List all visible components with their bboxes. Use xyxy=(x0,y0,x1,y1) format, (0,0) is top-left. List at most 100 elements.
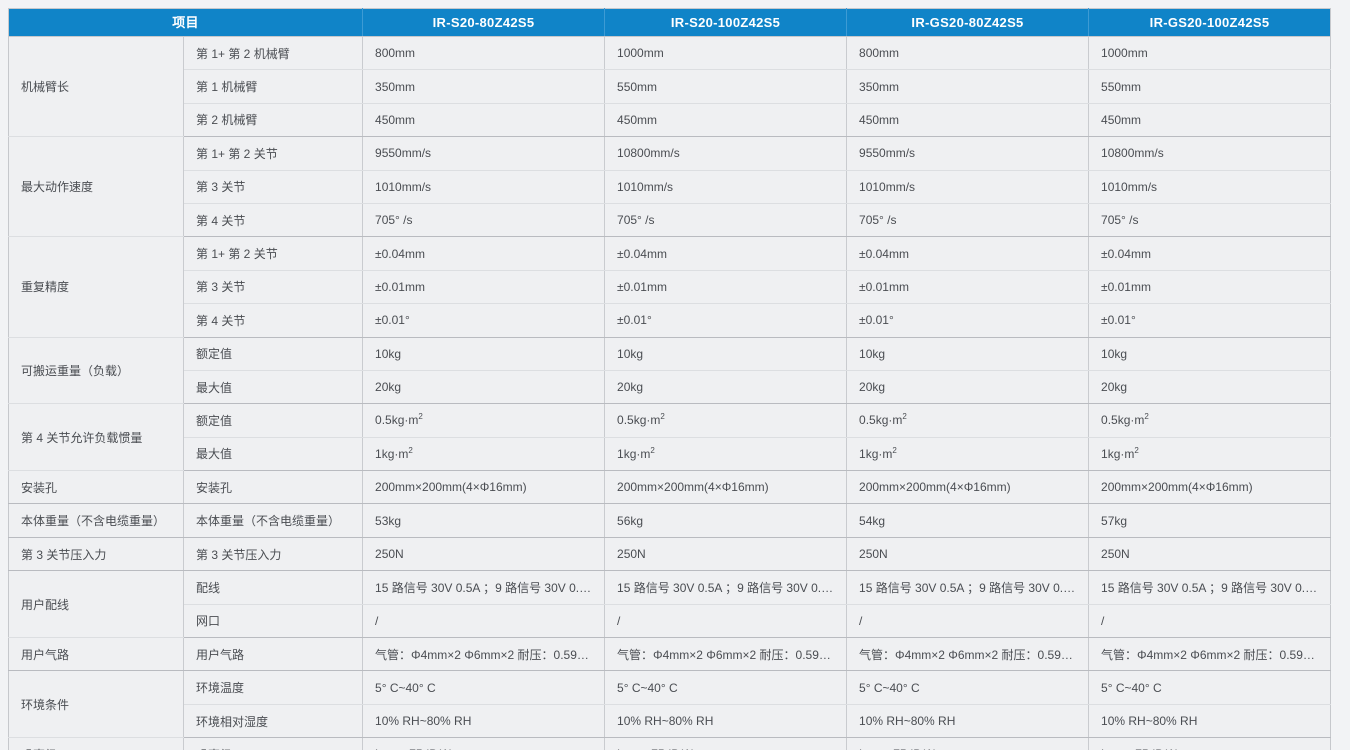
value-cell: 5° C~40° C xyxy=(846,670,1090,705)
table-row: 第 4 关节允许负载惯量 额定值 0.5kg·m2 0.5kg·m2 0.5kg·m2 0… xyxy=(8,403,1331,472)
value-cell: 250N xyxy=(846,537,1090,572)
value-cell: 1010mm/s xyxy=(604,170,848,204)
value-cell: 1kg·m2 xyxy=(604,437,848,472)
value-cell: ±0.04mm xyxy=(604,236,848,271)
table-row: 第 4 关节 705° /s 705° /s 705° /s 705° /s xyxy=(9,203,1331,238)
item-label-cell: 第 1+ 第 2 关节 xyxy=(183,236,364,271)
value-cell: 56kg xyxy=(604,503,848,538)
value-cell: 550mm xyxy=(604,69,848,104)
table-row: 重复精度第 1+ 第 2 关节 ±0.04mm ±0.04mm ±0.04mm ±0.0… xyxy=(8,236,1331,338)
value-cell: 20kg xyxy=(362,370,606,405)
value-cell: 10800mm/s xyxy=(604,136,848,171)
value-cell: 705° /s xyxy=(846,203,1090,238)
table-row: 第 3 关节 ±0.01mm ±0.01mm ±0.01mm ±0.01mm xyxy=(9,270,1331,305)
value-cell: 0.5kg·m2 xyxy=(1088,403,1331,438)
group-label-cell: 环境条件 xyxy=(8,670,184,739)
item-label-cell: 额定值 xyxy=(183,337,364,371)
item-label-cell: 环境相对湿度 xyxy=(183,704,364,739)
item-label-cell: 第 4 关节 xyxy=(183,303,364,338)
group-label-cell: 本体重量（不含电缆重量） xyxy=(8,503,184,538)
value-cell: 10kg xyxy=(604,337,848,371)
table-row: 可搬运重量（负载） 额定值 10kg 10kg 10kg 10kg xyxy=(8,337,1331,405)
group-label-cell: 最大动作速度 xyxy=(8,136,184,238)
item-label-cell: 用户气路 xyxy=(183,637,364,672)
header-cell-model-2: IR-S20-100Z42S5 xyxy=(604,8,848,37)
table-row: 环境条件 环境温度 5° C~40° C 5° C~40° C 5° C~40° C 5°… xyxy=(8,670,1331,739)
value-cell: 54kg xyxy=(846,503,1090,538)
header-cell-model-3: IR-GS20-80Z42S5 xyxy=(846,8,1090,37)
value-cell: 1kg·m2 xyxy=(846,437,1090,472)
table-header: 项目 IR-S20-80Z42S5 IR-S20-100Z42S5 IR-GS2… xyxy=(8,8,1331,37)
value-cell: 1000mm xyxy=(604,36,848,71)
header-cell-model-1: IR-S20-80Z42S5 xyxy=(362,8,606,37)
item-label-cell: 环境温度 xyxy=(183,670,364,705)
value-cell: 10800mm/s xyxy=(1088,136,1331,171)
item-label-cell: 第 2 机械臂 xyxy=(183,103,364,138)
value-cell: 250N xyxy=(604,537,848,572)
value-cell: ±0.01mm xyxy=(846,270,1090,305)
item-label-cell: 最大值 xyxy=(183,437,364,472)
value-cell: LAeq ≤ 75dB(A) xyxy=(1088,737,1331,750)
value-cell: 200mm×200mm(4×Φ16mm) xyxy=(846,470,1090,505)
table-row: 第 3 关节压入力第 3 关节压入力 250N 250N 250N 250N xyxy=(8,537,1331,572)
value-cell: 800mm xyxy=(362,36,606,71)
value-cell: 800mm xyxy=(846,36,1090,71)
value-cell: 350mm xyxy=(846,69,1090,104)
group-label-cell: 可搬运重量（负载） xyxy=(8,337,184,405)
table-row: 本体重量（不含电缆重量） 本体重量（不含电缆重量） 53kg 56kg 54kg 57kg xyxy=(8,503,1331,538)
value-cell: 53kg xyxy=(362,503,606,538)
value-cell: ±0.01° xyxy=(604,303,848,338)
value-cell: LAeq ≤ 75dB(A) xyxy=(604,737,848,750)
table-row: 环境相对湿度 10% RH~80% RH 10% RH~80% RH 10% RH~8… xyxy=(9,704,1331,739)
value-cell: 1kg·m2 xyxy=(1088,437,1331,472)
item-label-cell: 第 1 机械臂 xyxy=(183,69,364,104)
value-cell: ±0.01° xyxy=(362,303,606,338)
value-cell: 10% RH~80% RH xyxy=(362,704,606,739)
value-cell: 0.5kg·m2 xyxy=(604,403,848,438)
table-row: 第 2 机械臂 450mm 450mm 450mm 450mm xyxy=(9,103,1331,138)
value-cell: 15 路信号 30V 0.5A ；9 路信号 30V 0.5A xyxy=(1088,570,1331,605)
value-cell: 9550mm/s xyxy=(846,136,1090,171)
value-cell: 450mm xyxy=(362,103,606,138)
table-body: 机械臂长第 1+ 第 2 机械臂 800mm 1000mm 800mm 1000mm 第 … xyxy=(8,36,1331,750)
table-row: 安装孔 安装孔 200mm×200mm(4×Φ16mm) 200mm×200mm(4×… xyxy=(8,470,1331,505)
item-label-cell: 配线 xyxy=(183,570,364,605)
value-cell: 1kg·m2 xyxy=(362,437,606,472)
item-label-cell: 最大值 xyxy=(183,370,364,405)
value-cell: 0.5kg·m2 xyxy=(362,403,606,438)
value-cell: 450mm xyxy=(846,103,1090,138)
value-cell: 20kg xyxy=(1088,370,1331,405)
value-cell: 5° C~40° C xyxy=(1088,670,1331,705)
value-cell: / xyxy=(1088,604,1331,639)
value-cell: 705° /s xyxy=(1088,203,1331,238)
value-cell: ±0.04mm xyxy=(1088,236,1331,271)
value-cell: ±0.04mm xyxy=(846,236,1090,271)
value-cell: LAeq ≤ 75dB(A) xyxy=(846,737,1090,750)
value-cell: LAeq ≤ 75dB(A) xyxy=(362,737,606,750)
value-cell: 350mm xyxy=(362,69,606,104)
value-cell: 10kg xyxy=(846,337,1090,371)
robot-specification-table: 项目 IR-S20-80Z42S5 IR-S20-100Z42S5 IR-GS2… xyxy=(8,8,1332,750)
value-cell: 10kg xyxy=(1088,337,1331,371)
value-cell: 气管：Φ4mm×2 Φ6mm×2 耐压：0.59MPa xyxy=(604,637,848,672)
value-cell: 200mm×200mm(4×Φ16mm) xyxy=(362,470,606,505)
value-cell: 15 路信号 30V 0.5A ；9 路信号 30V 0.5A xyxy=(604,570,848,605)
table-row: 最大值 20kg 20kg 20kg 20kg xyxy=(9,370,1331,405)
value-cell: 气管：Φ4mm×2 Φ6mm×2 耐压：0.59MPa xyxy=(362,637,606,672)
value-cell: 550mm xyxy=(1088,69,1331,104)
value-cell: 气管：Φ4mm×2 Φ6mm×2 耐压：0.59MPa xyxy=(846,637,1090,672)
group-label-cell: 安装孔 xyxy=(8,470,184,505)
item-label-cell: 第 1+ 第 2 关节 xyxy=(183,136,364,171)
value-cell: 705° /s xyxy=(362,203,606,238)
item-label-cell: 额定值 xyxy=(183,403,364,438)
value-cell: ±0.01mm xyxy=(604,270,848,305)
value-cell: 250N xyxy=(362,537,606,572)
item-label-cell: 本体重量（不含电缆重量） xyxy=(183,503,364,538)
value-cell: 5° C~40° C xyxy=(362,670,606,705)
table-row: 第 3 关节 1010mm/s 1010mm/s 1010mm/s 1010mm/s xyxy=(9,170,1331,204)
table-row: 噪声级噪声级LAeq ≤ 75dB(A)LAeq ≤ 75dB(A)LAeq ≤… xyxy=(8,737,1331,750)
table-row: 第 1 机械臂 350mm 550mm 350mm 550mm xyxy=(9,69,1331,104)
item-label-cell: 安装孔 xyxy=(183,470,364,505)
value-cell: 10% RH~80% RH xyxy=(604,704,848,739)
